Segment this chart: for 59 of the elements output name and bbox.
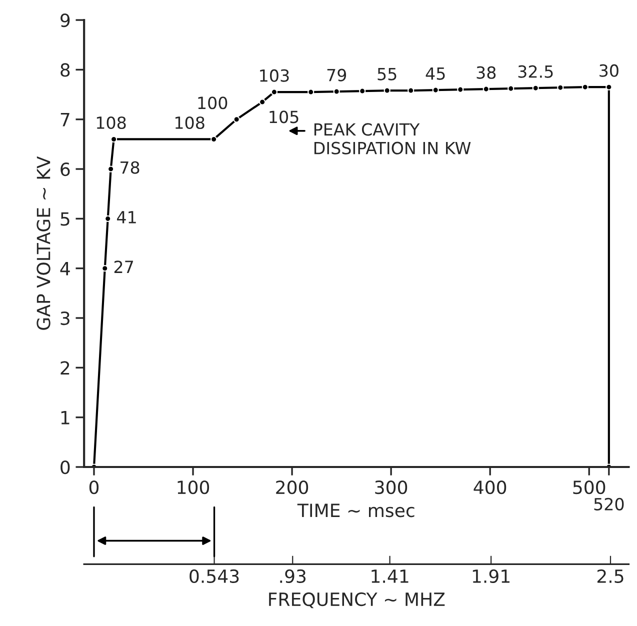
annotation: 78 bbox=[120, 161, 140, 174]
annotation: 41 bbox=[117, 211, 136, 224]
point bbox=[432, 86, 439, 94]
y-tick-label: 2 bbox=[60, 361, 70, 375]
point bbox=[308, 88, 314, 96]
x-tick-label: 400 bbox=[474, 480, 506, 494]
annotation: 105 bbox=[270, 110, 298, 124]
y-tick-label: 8 bbox=[60, 63, 70, 77]
point bbox=[384, 87, 390, 94]
point bbox=[359, 88, 366, 94]
y-tick-label: 5 bbox=[60, 212, 70, 226]
annotation: 103 bbox=[260, 69, 289, 82]
y-tick-label: 4 bbox=[60, 262, 70, 276]
annotation: 520 bbox=[594, 498, 624, 510]
x-tick-label: 300 bbox=[375, 480, 408, 494]
x2-tick-label: 0.543 bbox=[190, 569, 239, 584]
point bbox=[606, 84, 612, 90]
x-tick-label: 500 bbox=[573, 480, 606, 494]
y-axis-title: GAP VOLTAGE ~ KV bbox=[36, 156, 50, 330]
annotation: 38 bbox=[476, 66, 496, 79]
y-tick-label: 7 bbox=[60, 113, 70, 126]
point bbox=[104, 215, 112, 222]
annotation: 27 bbox=[114, 260, 133, 273]
point bbox=[233, 116, 240, 123]
point bbox=[582, 84, 588, 90]
annotation: 30 bbox=[600, 64, 618, 77]
annotation: PEAK CAVITY DISSIPATION IN KW bbox=[314, 123, 471, 154]
x2-tick-label: 1.41 bbox=[372, 570, 408, 583]
y-tick-label: 1 bbox=[61, 411, 70, 424]
point bbox=[532, 84, 539, 92]
x2-axis-title: FREQUENCY ~ MHZ bbox=[269, 592, 445, 608]
point bbox=[557, 84, 564, 91]
x-tick-label: 200 bbox=[276, 480, 308, 494]
x2-tick-label: 1.91 bbox=[472, 569, 510, 584]
point bbox=[482, 86, 490, 92]
point bbox=[259, 98, 266, 106]
x-tick-label: 0 bbox=[89, 480, 99, 494]
point bbox=[333, 88, 340, 95]
point bbox=[408, 87, 414, 94]
annotation: 79 bbox=[327, 68, 346, 82]
y-tick-label: 9 bbox=[60, 13, 70, 28]
y-tick-label: 0 bbox=[60, 460, 70, 474]
annotation: 108 bbox=[175, 116, 204, 130]
annotation: 55 bbox=[378, 68, 396, 80]
point bbox=[457, 86, 464, 93]
annotation: 45 bbox=[426, 67, 445, 80]
point bbox=[102, 265, 108, 272]
x-tick-label: 100 bbox=[178, 480, 210, 494]
annotation: 100 bbox=[198, 96, 228, 110]
point bbox=[508, 85, 514, 92]
point bbox=[270, 88, 278, 96]
annotation: 32.5 bbox=[518, 65, 553, 78]
x2-tick-label: 2.5 bbox=[597, 569, 624, 584]
x-axis-title: TIME ~ msec bbox=[297, 504, 414, 518]
point bbox=[108, 166, 114, 172]
annotation: 108 bbox=[96, 116, 126, 130]
y-tick-label: 3 bbox=[60, 311, 70, 326]
y-tick-label: 6 bbox=[60, 162, 70, 176]
x2-tick-label: .93 bbox=[280, 569, 306, 584]
